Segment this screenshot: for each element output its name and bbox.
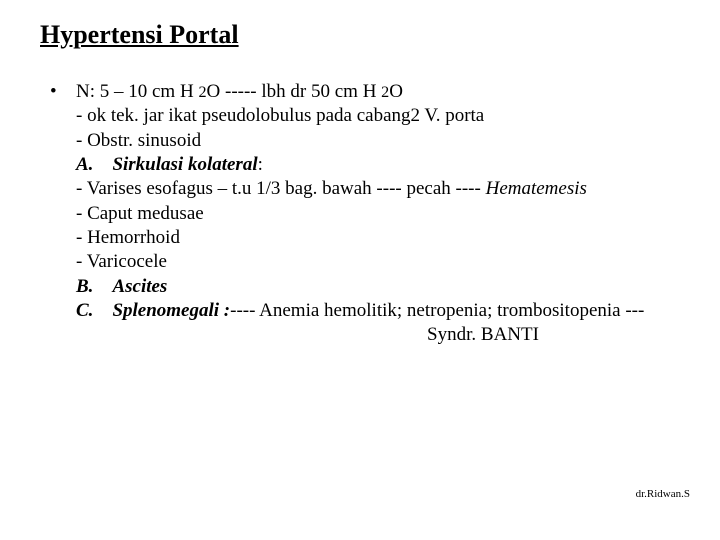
colon-a: : — [258, 154, 263, 175]
line-c: C. Splenomegali :---- Anemia hemolitik; … — [76, 299, 690, 323]
slide-body: • N: 5 – 10 cm H 2O ----- lbh dr 50 cm H… — [30, 80, 690, 347]
line-pressure: N: 5 – 10 cm H 2O ----- lbh dr 50 cm H 2… — [76, 80, 690, 104]
slide-container: Hypertensi Portal • N: 5 – 10 cm H 2O --… — [0, 0, 720, 540]
footer-author: dr.Ridwan.S — [636, 488, 690, 500]
bullet-mark: • — [50, 80, 76, 347]
line-a: A. Sirkulasi kolateral: — [76, 153, 690, 177]
line-obstr: - Obstr. sinusoid — [76, 129, 690, 153]
slide-title: Hypertensi Portal — [30, 20, 690, 50]
line-ok-tek: - ok tek. jar ikat pseudolobulus pada ca… — [76, 104, 690, 128]
label-a: A. Sirkulasi kolateral — [76, 154, 258, 175]
bullet-content: N: 5 – 10 cm H 2O ----- lbh dr 50 cm H 2… — [76, 80, 690, 347]
line-b: B. Ascites — [76, 275, 690, 299]
line-syndr: Syndr. BANTI — [76, 323, 690, 347]
line-varises: - Varises esofagus – t.u 1/3 bag. bawah … — [76, 177, 690, 201]
bullet-item: • N: 5 – 10 cm H 2O ----- lbh dr 50 cm H… — [50, 80, 690, 347]
line-hemorrhoid: - Hemorrhoid — [76, 226, 690, 250]
line-varicocele: - Varicocele — [76, 250, 690, 274]
line-caput: - Caput medusae — [76, 202, 690, 226]
